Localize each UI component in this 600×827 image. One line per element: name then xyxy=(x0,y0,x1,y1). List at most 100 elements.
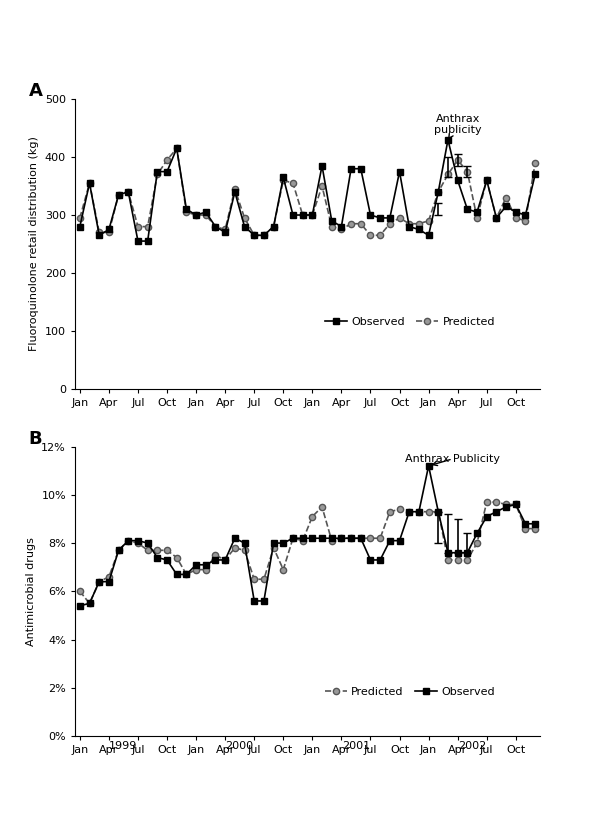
Observed xyxy=(367,555,374,565)
Observed xyxy=(202,560,209,570)
Observed xyxy=(95,231,103,241)
Observed xyxy=(231,533,238,543)
Legend: Predicted, Observed: Predicted, Observed xyxy=(320,682,500,701)
Observed xyxy=(434,507,442,517)
Observed xyxy=(309,210,316,220)
Text: Anthrax Publicity: Anthrax Publicity xyxy=(406,454,500,466)
Y-axis label: Antimicrobial drugs: Antimicrobial drugs xyxy=(26,537,35,646)
Observed xyxy=(377,555,384,565)
Observed xyxy=(328,533,335,543)
Observed xyxy=(464,204,471,214)
Predicted xyxy=(299,536,306,546)
Observed xyxy=(260,231,268,241)
Observed xyxy=(522,210,529,220)
Text: Anthrax
publicity: Anthrax publicity xyxy=(434,114,481,139)
Observed xyxy=(183,570,190,580)
Observed xyxy=(406,507,413,517)
Observed xyxy=(134,237,142,246)
Observed xyxy=(106,225,113,235)
Observed xyxy=(338,533,345,543)
Observed xyxy=(309,533,316,543)
Predicted xyxy=(493,497,500,507)
Predicted xyxy=(106,227,113,237)
Predicted xyxy=(512,500,520,509)
Observed xyxy=(512,208,520,218)
Predicted xyxy=(445,170,452,179)
Observed xyxy=(425,461,432,471)
Predicted xyxy=(202,565,209,575)
Predicted xyxy=(270,543,277,552)
Y-axis label: Fluoroquinolone retail distribution (kg): Fluoroquinolone retail distribution (kg) xyxy=(29,136,39,351)
Predicted xyxy=(357,533,364,543)
Predicted xyxy=(445,555,452,565)
Predicted xyxy=(377,533,384,543)
Observed xyxy=(357,164,364,174)
Predicted xyxy=(367,533,374,543)
Predicted xyxy=(377,231,384,241)
Observed xyxy=(86,599,93,609)
Observed xyxy=(193,210,200,220)
Predicted xyxy=(319,502,326,512)
Observed xyxy=(125,536,132,546)
Predicted xyxy=(386,219,394,229)
Text: 1999: 1999 xyxy=(109,740,137,751)
Predicted xyxy=(347,219,355,229)
Predicted xyxy=(221,225,229,235)
Observed xyxy=(464,547,471,557)
Predicted xyxy=(154,545,161,555)
Observed xyxy=(473,208,481,218)
Predicted xyxy=(289,533,296,543)
Predicted xyxy=(522,216,529,226)
Predicted xyxy=(338,533,345,543)
Predicted xyxy=(454,155,461,165)
Predicted xyxy=(502,193,509,203)
Predicted xyxy=(289,178,296,188)
Predicted xyxy=(154,170,161,179)
Predicted xyxy=(163,155,170,165)
Observed xyxy=(76,600,83,610)
Predicted xyxy=(425,216,432,226)
Observed xyxy=(502,202,509,212)
Predicted xyxy=(483,175,490,185)
Observed xyxy=(289,210,296,220)
Observed xyxy=(280,538,287,548)
Predicted xyxy=(396,504,403,514)
Observed xyxy=(522,519,529,528)
Observed xyxy=(193,560,200,570)
Observed xyxy=(396,536,403,546)
Predicted xyxy=(280,565,287,575)
Observed xyxy=(115,545,122,555)
Observed xyxy=(95,576,103,586)
Observed xyxy=(154,552,161,562)
Observed xyxy=(338,222,345,232)
Predicted xyxy=(434,507,442,517)
Text: 2000: 2000 xyxy=(226,740,254,751)
Predicted xyxy=(532,158,539,168)
Observed xyxy=(299,210,306,220)
Observed xyxy=(434,187,442,197)
Line: Observed: Observed xyxy=(77,463,538,609)
Observed xyxy=(493,507,500,517)
Observed xyxy=(115,190,122,200)
Observed xyxy=(493,213,500,222)
Observed xyxy=(163,555,170,565)
Observed xyxy=(512,500,520,509)
Predicted xyxy=(134,538,142,548)
Predicted xyxy=(309,512,316,522)
Predicted xyxy=(86,599,93,609)
Predicted xyxy=(241,213,248,222)
Predicted xyxy=(125,536,132,546)
Predicted xyxy=(183,208,190,218)
Observed xyxy=(299,533,306,543)
Text: 2001: 2001 xyxy=(342,740,370,751)
Predicted xyxy=(212,222,219,232)
Observed xyxy=(483,512,490,522)
Observed xyxy=(183,204,190,214)
Predicted xyxy=(231,184,238,194)
Observed xyxy=(532,519,539,528)
Predicted xyxy=(95,227,103,237)
Observed xyxy=(86,178,93,188)
Predicted xyxy=(483,497,490,507)
Predicted xyxy=(532,523,539,533)
Predicted xyxy=(415,507,422,517)
